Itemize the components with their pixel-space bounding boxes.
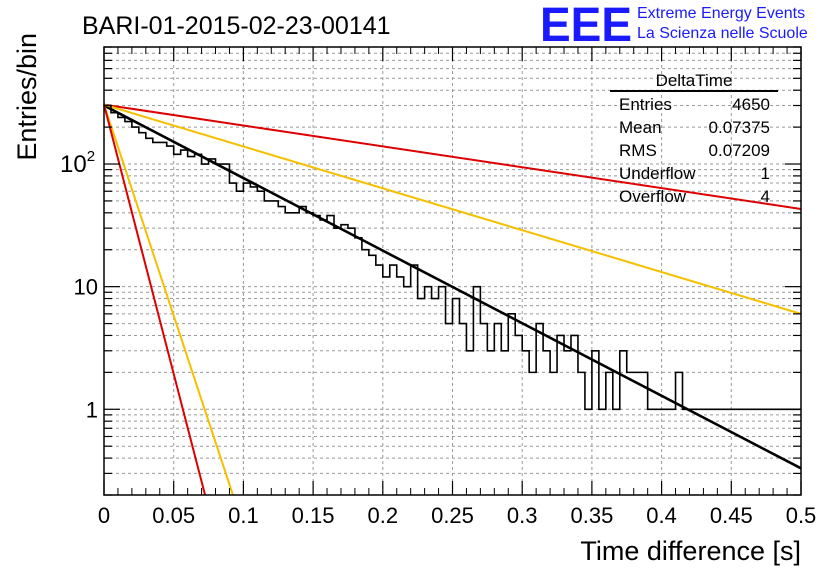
stats-row-value: 0.07209 <box>709 141 770 160</box>
stats-row-label: RMS <box>619 141 657 160</box>
x-tick-label: 0.3 <box>507 503 538 528</box>
x-tick-label: 0.05 <box>152 503 195 528</box>
x-tick-label: 0 <box>98 503 110 528</box>
series-red-slow <box>103 103 802 210</box>
histogram-layer <box>104 104 801 411</box>
stats-row-label: Mean <box>619 118 662 137</box>
stats-row-value: 4 <box>761 187 770 206</box>
x-tick-label: 0.2 <box>368 503 399 528</box>
stats-row-label: Overflow <box>619 187 687 206</box>
x-axis-label: Time difference [s] <box>580 536 801 566</box>
series-red-fast <box>103 104 207 496</box>
y-axis-label: Entries/bin <box>12 33 42 161</box>
x-tick-label: 0.25 <box>431 503 474 528</box>
y-tick-label: 1 <box>86 397 98 422</box>
x-tick-label: 0.1 <box>228 503 259 528</box>
stats-row-value: 1 <box>761 164 770 183</box>
stats-row-value: 0.07375 <box>709 118 770 137</box>
axis-ticks <box>103 46 802 496</box>
logo-line-2: La Scienza nelle Scuole <box>637 25 808 42</box>
y-tick-100-base: 10 <box>60 151 87 178</box>
stats-title: DeltaTime <box>656 71 733 90</box>
eee-logo: EEE Extreme Energy Events La Scienza nel… <box>540 0 808 52</box>
x-tick-label: 0.4 <box>646 503 677 528</box>
x-tick-label: 0.5 <box>786 503 817 528</box>
series-yellow-slow <box>103 103 802 315</box>
logo-line-1: Extreme Energy Events <box>637 5 805 22</box>
x-tick-label: 0.15 <box>292 503 335 528</box>
x-tick-label: 0.35 <box>570 503 613 528</box>
series-fit <box>103 104 802 470</box>
stats-row-value: 4650 <box>732 95 770 114</box>
stats-row-label: Underflow <box>619 164 696 183</box>
y-tick-label-100: 102 <box>60 148 95 178</box>
stats-rows: Entries 4650 Mean 0.07375 RMS 0.07209 Underflo… <box>619 95 770 206</box>
stats-row-label: Entries <box>619 95 672 114</box>
logo-mark: EEE <box>540 0 632 52</box>
histogram-steps <box>104 104 801 411</box>
x-tick-labels: 0 0.05 0.1 0.15 0.2 0.25 0.3 0.35 0.4 0.45 0.5 <box>98 503 816 528</box>
x-tick-label: 0.45 <box>710 503 753 528</box>
y-tick-labels: 102 110 <box>60 148 98 422</box>
y-tick-label: 10 <box>74 275 98 300</box>
series-layer <box>103 103 802 496</box>
stats-box: DeltaTime Entries 4650 Mean 0.07375 RMS 0.072… <box>610 71 778 206</box>
series-yellow-fast <box>103 104 234 496</box>
y-tick-100-exponent: 2 <box>87 148 95 165</box>
chart-title: BARI-01-2015-02-23-00141 <box>82 12 391 40</box>
